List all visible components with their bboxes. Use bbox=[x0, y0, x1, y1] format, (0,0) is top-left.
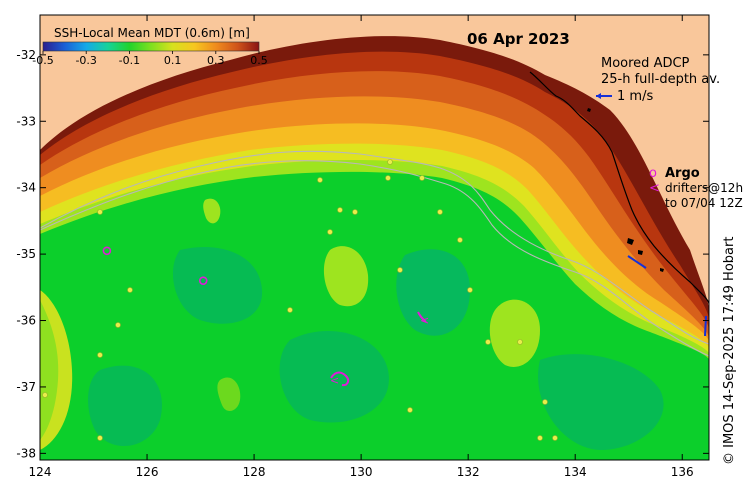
y-tick-label: -37 bbox=[16, 380, 36, 394]
adcp-vector-2 bbox=[704, 315, 707, 337]
drifter-marker-1: < bbox=[330, 374, 339, 387]
y-tick-label: -38 bbox=[16, 446, 36, 460]
adcp-arrowhead-icon bbox=[596, 93, 601, 99]
argo-drifter-legend: o Argo < drifters@12h to 07/04 12Z bbox=[649, 166, 743, 210]
y-tick-label: -36 bbox=[16, 314, 36, 328]
ssh-blob-left-lime bbox=[40, 300, 59, 440]
drifter-track-1 bbox=[330, 371, 350, 387]
isobath-2000 bbox=[40, 160, 709, 357]
x-tick-label: 136 bbox=[671, 465, 694, 479]
drifter-track-2 bbox=[417, 311, 427, 323]
x-tick-label: 134 bbox=[564, 465, 587, 479]
y-tick-label: -34 bbox=[16, 181, 36, 195]
x-axis: 124 126 128 130 132 134 136 bbox=[29, 15, 694, 479]
ssh-blob-lime-1 bbox=[323, 246, 369, 307]
ssh-blob-lime-4 bbox=[217, 377, 241, 412]
date-label: 06 Apr 2023 bbox=[467, 30, 570, 48]
ocean-field: < < bbox=[40, 36, 709, 460]
ssh-blob-dark-4 bbox=[88, 365, 162, 447]
colorbar-tick-label: 0.1 bbox=[164, 54, 182, 67]
ssh-blob-lime-2 bbox=[489, 299, 540, 367]
adcp-legend: Moored ADCP 25-h full-depth av. 1 m/s bbox=[596, 56, 720, 104]
isobath-200 bbox=[40, 150, 709, 345]
colorbar-ticks: -0.5 -0.3 -0.1 0.1 0.3 0.5 bbox=[32, 51, 268, 67]
colorbar-bar bbox=[42, 41, 260, 52]
colorbar-tick-label: 0.3 bbox=[207, 54, 225, 67]
ssh-blob-dark-3 bbox=[396, 249, 470, 336]
coastline bbox=[529, 71, 709, 305]
drifter-legend-line1: drifters@12h bbox=[665, 181, 743, 195]
adcp-vector-1 bbox=[627, 255, 647, 269]
colorbar: SSH-Local Mean MDT (0.6m) [m] -0.5 -0.3 -0… bbox=[32, 26, 267, 67]
adcp-subtitle: 25-h full-depth av. bbox=[601, 72, 720, 87]
x-tick-label: 132 bbox=[457, 465, 480, 479]
argo-legend-label: Argo bbox=[665, 166, 700, 181]
y-axis: -32 -33 -34 -35 -36 -37 -38 bbox=[16, 48, 709, 460]
colorbar-tick-label: -0.1 bbox=[119, 54, 140, 67]
argo-floats bbox=[102, 246, 208, 285]
ssh-blob-lime-3 bbox=[203, 198, 221, 224]
y-tick-label: -35 bbox=[16, 247, 36, 261]
colorbar-tick-label: -0.3 bbox=[75, 54, 96, 67]
obs-dots bbox=[42, 159, 558, 441]
drifter-legend-symbol: < bbox=[649, 181, 660, 196]
ssh-blob-dark-2 bbox=[279, 331, 389, 423]
argo-float-marker bbox=[198, 276, 208, 285]
credit-text: © IMOS 14-Sep-2025 17:49 Hobart bbox=[722, 236, 737, 465]
adcp-scale-label: 1 m/s bbox=[617, 89, 653, 104]
colorbar-title: SSH-Local Mean MDT (0.6m) [m] bbox=[54, 26, 250, 40]
colorbar-tick-label: -0.5 bbox=[32, 54, 53, 67]
plot-frame bbox=[39, 14, 710, 461]
x-tick-label: 130 bbox=[350, 465, 373, 479]
y-tick-label: -33 bbox=[16, 114, 36, 128]
argo-legend-symbol: o bbox=[649, 166, 657, 181]
ssh-blob-dark-5 bbox=[538, 354, 664, 450]
y-tick-label: -32 bbox=[16, 48, 36, 62]
argo-float-marker bbox=[102, 246, 112, 256]
drifter-legend-line2: to 07/04 12Z bbox=[665, 196, 743, 210]
ssh-blob-dark-1 bbox=[172, 246, 263, 324]
x-tick-label: 124 bbox=[29, 465, 52, 479]
x-tick-label: 126 bbox=[136, 465, 159, 479]
colorbar-tick-label: 0.5 bbox=[250, 54, 268, 67]
drifter-marker-2: < bbox=[420, 314, 429, 327]
adcp-title: Moored ADCP bbox=[601, 56, 690, 71]
x-tick-label: 128 bbox=[243, 465, 266, 479]
